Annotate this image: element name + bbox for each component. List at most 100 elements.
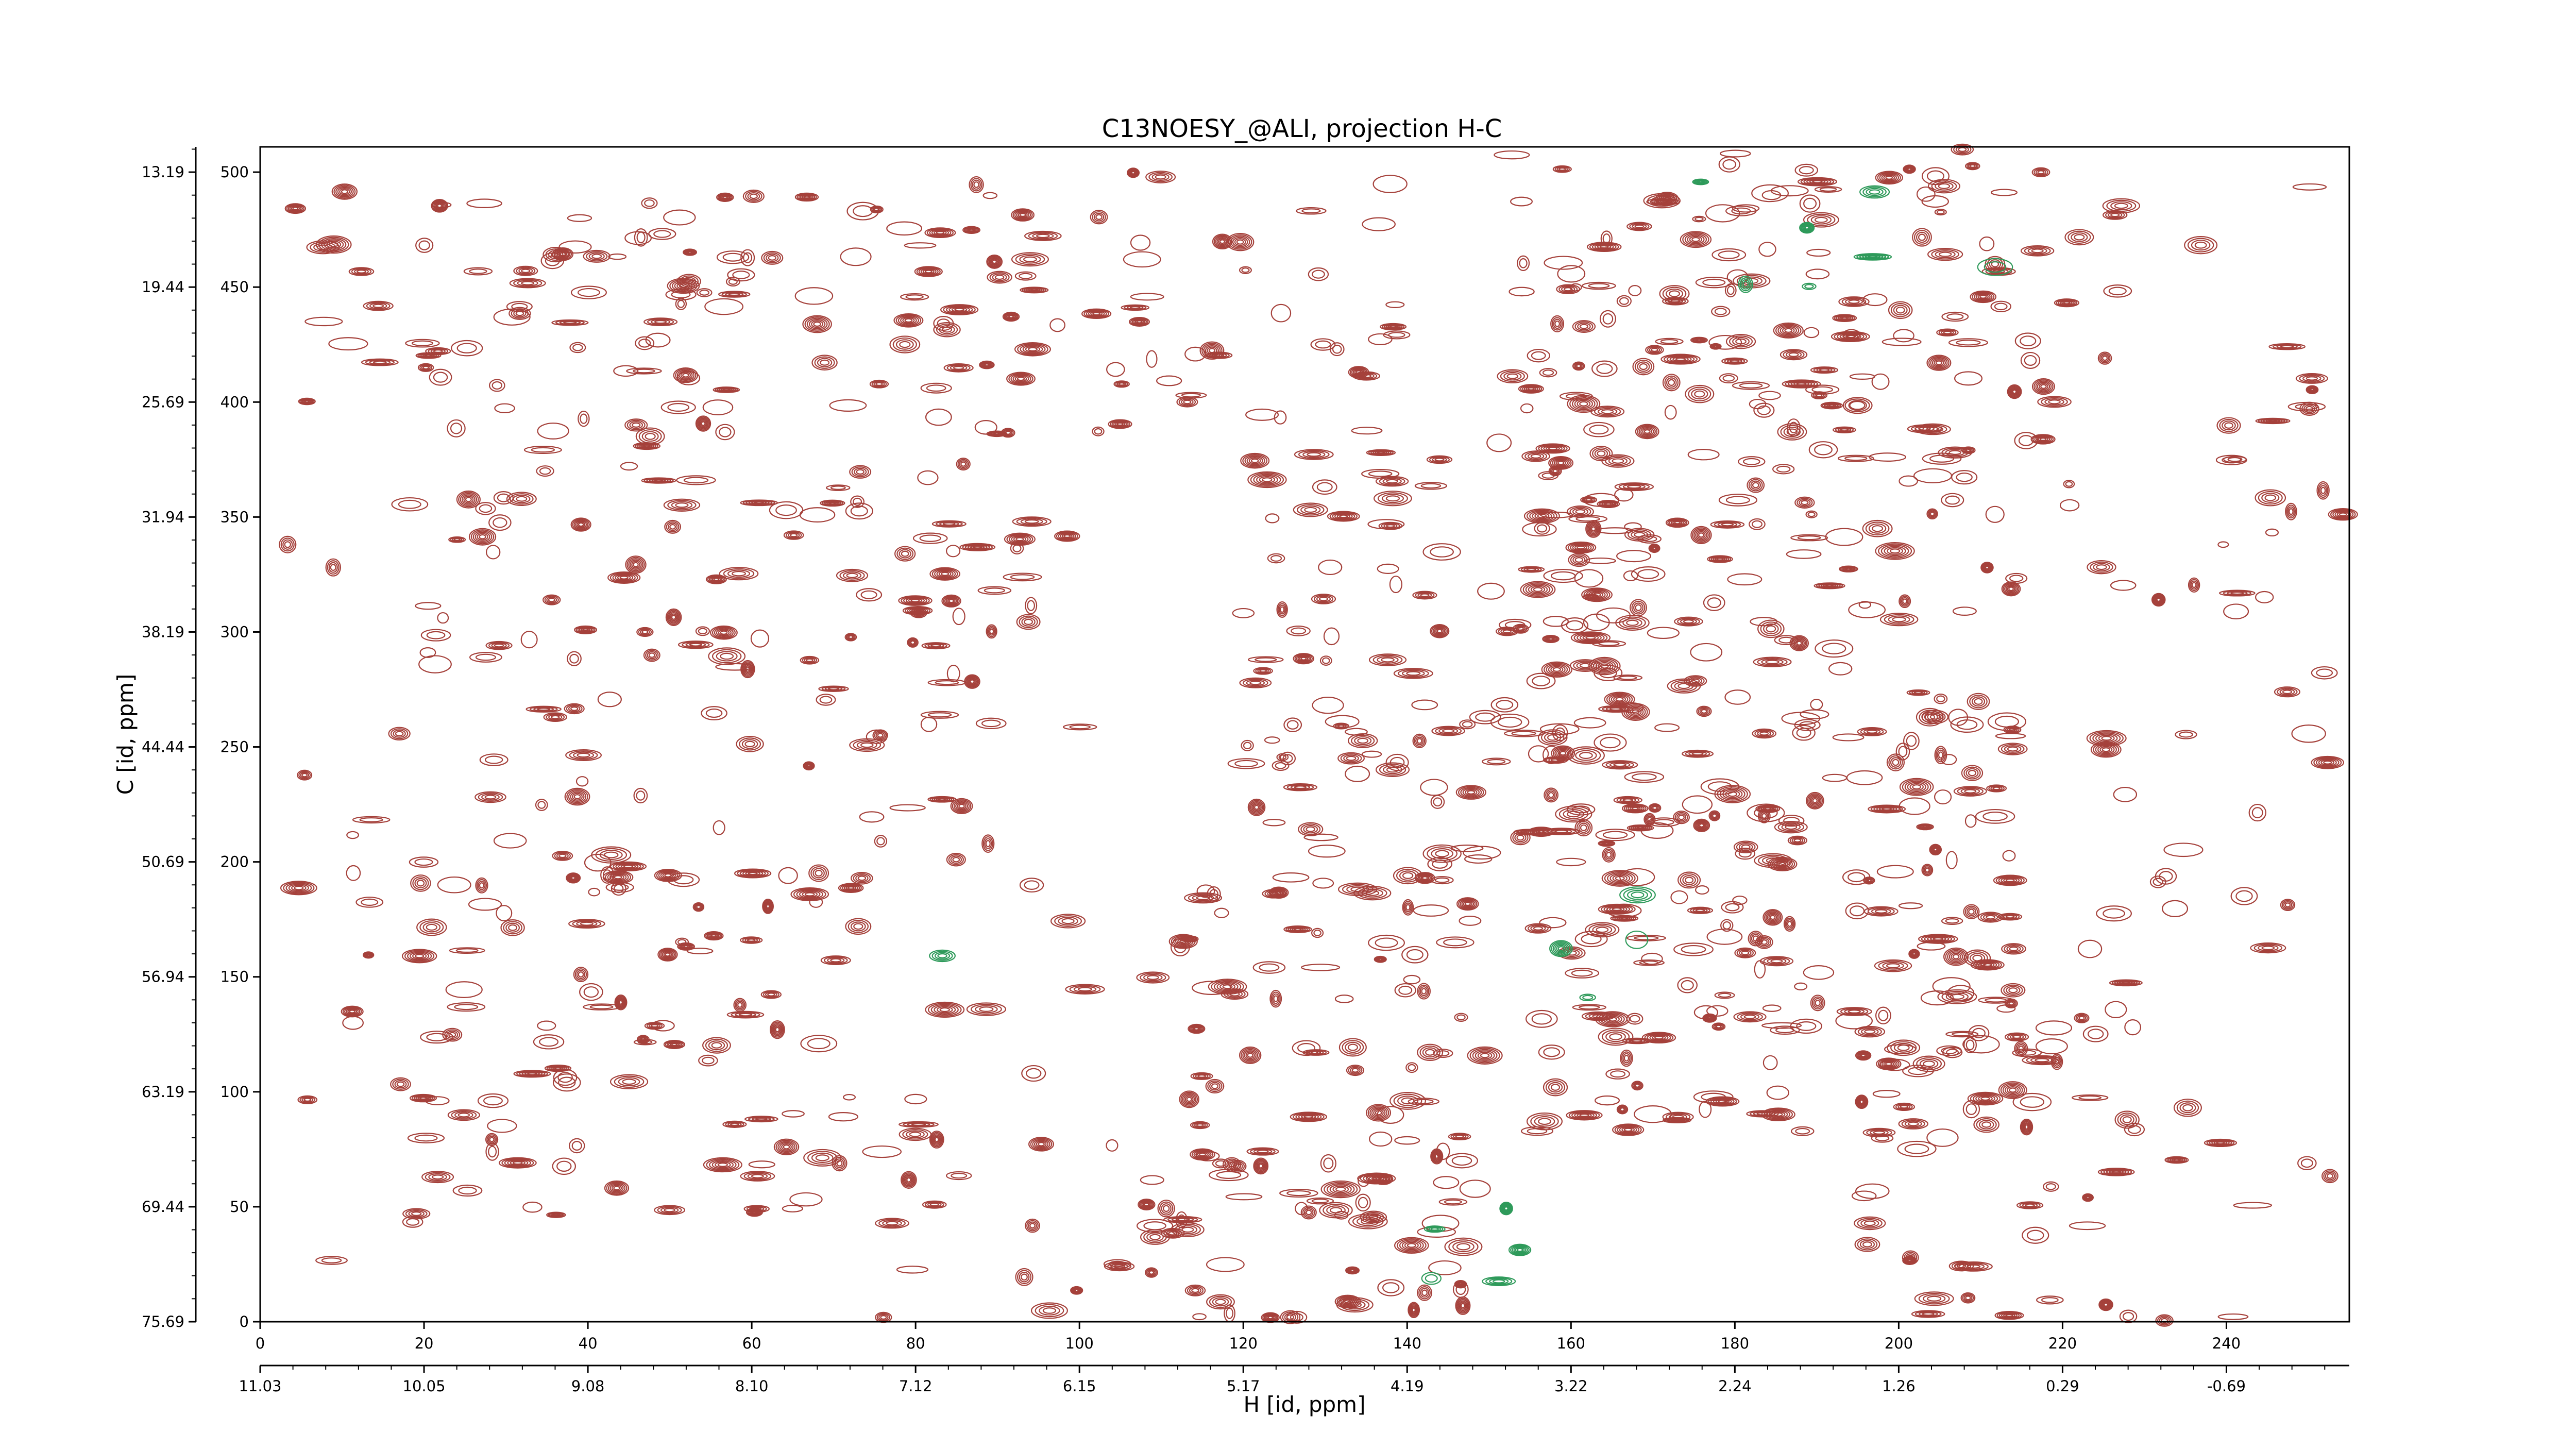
contour-ring	[886, 1221, 899, 1226]
contour-ring	[475, 877, 488, 894]
contour-ring	[1351, 427, 1383, 435]
contour-ring	[907, 1122, 930, 1127]
contour-peak	[600, 866, 615, 884]
contour-peak	[964, 674, 980, 689]
contour-ring	[421, 365, 431, 370]
contour-peak	[445, 981, 483, 998]
contour-ring	[618, 999, 624, 1006]
contour-ring	[667, 402, 690, 412]
contour-peak	[1130, 293, 1164, 301]
contour-ring	[614, 995, 628, 1010]
contour-ring	[1012, 544, 1022, 552]
contour-ring	[747, 938, 756, 942]
contour-ring	[316, 244, 329, 250]
contour-ring	[828, 501, 836, 504]
contour-ring	[570, 285, 607, 299]
contour-ring	[472, 530, 493, 543]
contour-ring	[346, 1008, 359, 1015]
contour-ring	[975, 1005, 998, 1014]
contour-ring	[1022, 345, 1043, 353]
contour-ring	[626, 419, 646, 431]
contour-ring	[1073, 986, 1097, 993]
contour-ring	[740, 1171, 775, 1182]
contour-ring	[1008, 315, 1014, 318]
contour-ring	[1332, 344, 1342, 354]
contour-ring	[425, 1096, 450, 1106]
contour-peak	[633, 787, 648, 804]
contour-peak	[912, 532, 948, 544]
contour-ring	[1016, 376, 1025, 381]
contour-peak	[614, 995, 628, 1010]
contour-ring	[914, 266, 943, 277]
contour-ring	[761, 250, 784, 265]
contour-ring	[461, 494, 476, 505]
contour-ring	[620, 462, 638, 471]
contour-ring	[638, 628, 652, 636]
contour-ring	[675, 937, 689, 947]
contour-ring	[853, 873, 871, 884]
contour-peak	[569, 342, 586, 353]
contour-peak	[657, 948, 678, 962]
contour-peak	[686, 948, 714, 954]
contour-ring	[716, 651, 738, 662]
contour-peak	[643, 317, 678, 327]
contour-ring	[644, 1022, 665, 1030]
contour-peak	[820, 499, 845, 507]
contour-ring	[901, 596, 930, 605]
contour-ring	[778, 867, 798, 884]
contour-ring	[485, 1133, 499, 1147]
contour-ring	[941, 594, 961, 608]
contour-ring	[577, 288, 600, 297]
contour-ring	[513, 494, 531, 503]
contour-ring	[659, 948, 676, 961]
contour-ring	[523, 446, 562, 454]
contour-ring	[637, 1040, 653, 1044]
contour-ring	[284, 203, 307, 214]
contour-peak	[933, 322, 961, 338]
contour-ring	[902, 317, 915, 324]
contour-ring	[522, 1201, 543, 1213]
contour-ring	[1107, 1262, 1132, 1271]
contour-ring	[669, 524, 676, 530]
contour-ring	[775, 1026, 780, 1033]
contour-ring	[794, 287, 834, 305]
contour-ring	[878, 1219, 906, 1228]
contour-ring	[558, 853, 567, 858]
contour-peak	[1310, 338, 1336, 351]
contour-ring	[889, 335, 921, 353]
contour-ring	[430, 348, 446, 354]
contour-ring	[1405, 1062, 1418, 1073]
contour-ring	[299, 1096, 316, 1104]
contour-ring	[775, 504, 797, 516]
contour-ring	[1352, 371, 1380, 381]
contour-ring	[924, 643, 947, 649]
contour-ring	[986, 624, 997, 639]
contour-peak	[718, 291, 751, 298]
contour-peak	[388, 727, 411, 740]
contour-ring	[292, 207, 299, 211]
contour-peak	[962, 226, 981, 234]
contour-ring	[660, 400, 696, 414]
contour-ring	[1018, 212, 1028, 218]
contour-ring	[573, 794, 581, 800]
contour-ring	[920, 382, 952, 394]
contour-ring	[927, 1003, 962, 1017]
contour-peak	[1405, 1062, 1418, 1073]
contour-peak	[704, 931, 724, 941]
contour-ring	[850, 921, 866, 932]
contour-ring	[510, 1160, 526, 1166]
contour-ring	[806, 317, 828, 331]
contour-ring	[687, 250, 692, 254]
contour-ring	[1021, 617, 1036, 627]
contour-ring	[1088, 310, 1105, 317]
contour-ring	[300, 771, 310, 779]
contour-peak	[279, 535, 297, 553]
contour-ring	[313, 243, 333, 251]
contour-ring	[1148, 172, 1173, 182]
contour-ring	[613, 862, 644, 871]
contour-peak	[415, 602, 442, 610]
contour-ring	[718, 629, 730, 636]
contour-ring	[1011, 208, 1035, 222]
contour-ring	[815, 1154, 829, 1161]
contour-ring	[703, 1157, 742, 1173]
